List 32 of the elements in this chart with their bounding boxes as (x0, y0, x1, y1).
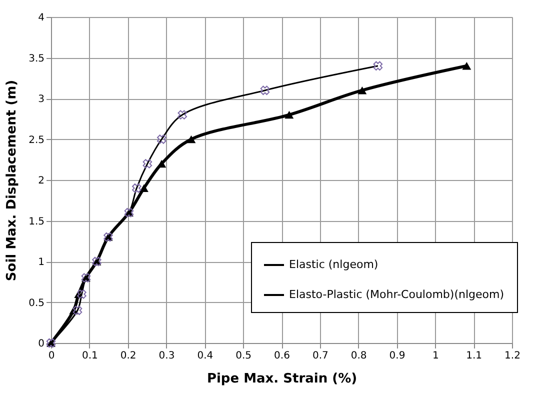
y-tick-label: 2.5 (28, 134, 44, 146)
y-tick-label: 1 (38, 257, 44, 268)
y-tick-label: 3.5 (28, 53, 44, 64)
point (157, 160, 166, 168)
x-tick-label: 0.2 (120, 350, 136, 362)
x-tick-label: 1.2 (504, 350, 520, 362)
point (462, 62, 472, 70)
y-axis-title: Soil Max. Displacement (m) (4, 80, 20, 282)
x-tick-label: 0.9 (389, 350, 406, 362)
x-tick-label: 1 (432, 350, 439, 362)
x-tick-label: 0.8 (350, 350, 367, 362)
x-tick-label: 0.3 (158, 350, 175, 362)
y-tick-label: 1.5 (28, 216, 44, 228)
x-tick-label: 1.1 (466, 350, 482, 362)
x-tick-label: 0.6 (274, 350, 290, 362)
x-tick-label: 0.1 (82, 350, 98, 362)
point (139, 184, 148, 192)
legend-label: Elastic (nlgeom) (289, 258, 378, 271)
y-tick-label: 4 (38, 12, 44, 24)
point (284, 110, 294, 119)
legend-label: Elasto-Plastic (Mohr-Coulomb)(nlgeom) (289, 288, 504, 301)
x-tick-label: 0 (48, 350, 55, 362)
point (186, 135, 196, 144)
x-axis-title: Pipe Max. Strain (%) (206, 372, 358, 386)
x-tick-label: 0.5 (236, 350, 252, 362)
x-tick-label: 0.4 (197, 350, 214, 362)
x-tick-label: 0.7 (312, 350, 328, 362)
y-tick-label: 2 (38, 176, 44, 186)
y-tick-label: 0 (38, 338, 44, 350)
y-tick-label: 0.5 (28, 298, 44, 309)
point (358, 86, 367, 94)
y-tick-label: 3 (38, 94, 44, 105)
